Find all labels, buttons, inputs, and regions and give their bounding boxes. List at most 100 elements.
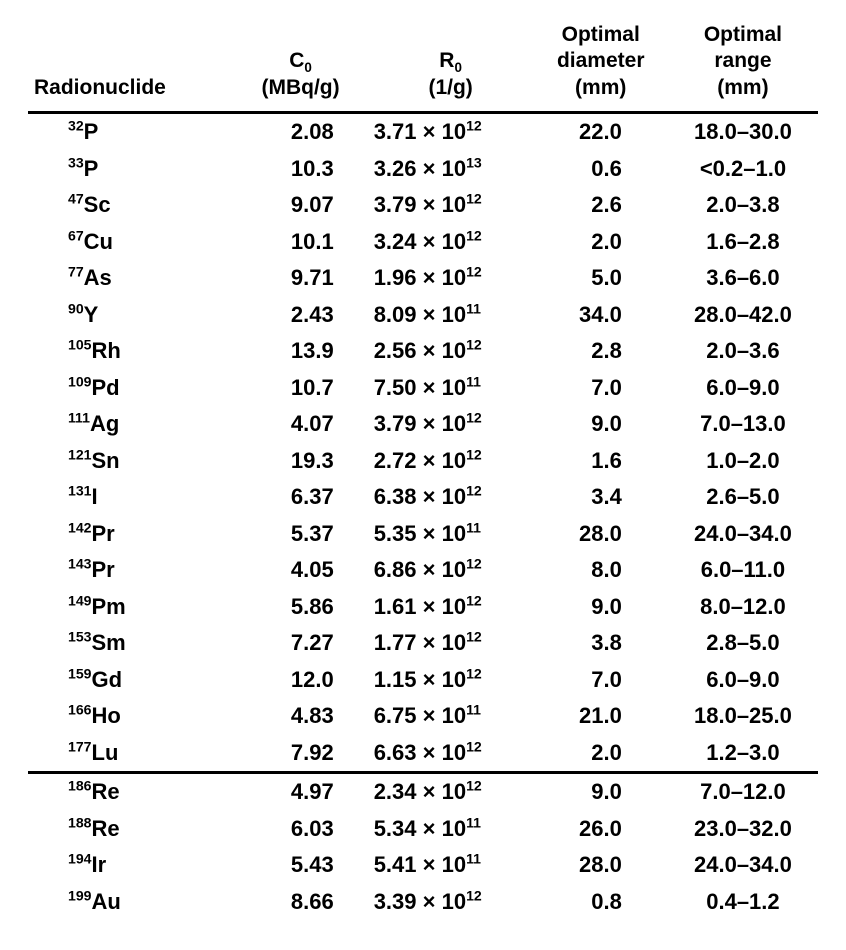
- table-body: 32P2.083.71 × 101222.018.0–30.033P10.33.…: [28, 114, 818, 920]
- cell-nuclide: 143Pr: [28, 552, 233, 589]
- cell-r0: 7.50 × 1011: [368, 369, 534, 406]
- cell-r0: 6.63 × 1012: [368, 734, 534, 772]
- cell-range: 1.2–3.0: [668, 734, 818, 772]
- radionuclide-table: RadionuclideC0(MBq/g)R0(1/g)Optimaldiame…: [28, 18, 818, 920]
- cell-r0: 2.56 × 1012: [368, 333, 534, 370]
- cell-c0: 4.07: [233, 406, 367, 443]
- cell-diameter: 2.6: [534, 187, 668, 224]
- col-header-nuclide: Radionuclide: [28, 18, 233, 111]
- cell-nuclide: 142Pr: [28, 515, 233, 552]
- cell-range: 2.0–3.6: [668, 333, 818, 370]
- cell-nuclide: 32P: [28, 114, 233, 151]
- cell-c0: 2.08: [233, 114, 367, 151]
- cell-range: 28.0–42.0: [668, 296, 818, 333]
- cell-diameter: 26.0: [534, 810, 668, 847]
- cell-c0: 4.97: [233, 772, 367, 810]
- cell-r0: 5.35 × 1011: [368, 515, 534, 552]
- cell-nuclide: 111Ag: [28, 406, 233, 443]
- cell-nuclide: 159Gd: [28, 661, 233, 698]
- cell-c0: 6.37: [233, 479, 367, 516]
- cell-nuclide: 33P: [28, 150, 233, 187]
- cell-diameter: 28.0: [534, 847, 668, 884]
- cell-r0: 1.96 × 1012: [368, 260, 534, 297]
- cell-r0: 5.34 × 1011: [368, 810, 534, 847]
- table-header: RadionuclideC0(MBq/g)R0(1/g)Optimaldiame…: [28, 18, 818, 114]
- cell-diameter: 2.0: [534, 734, 668, 772]
- cell-nuclide: 109Pd: [28, 369, 233, 406]
- cell-range: 24.0–34.0: [668, 515, 818, 552]
- cell-c0: 12.0: [233, 661, 367, 698]
- col-header-range: Optimalrange(mm): [668, 18, 818, 111]
- table-row: 194Ir5.435.41 × 101128.024.0–34.0: [28, 847, 818, 884]
- table-row: 142Pr5.375.35 × 101128.024.0–34.0: [28, 515, 818, 552]
- cell-diameter: 9.0: [534, 588, 668, 625]
- cell-range: 18.0–25.0: [668, 698, 818, 735]
- cell-range: 3.6–6.0: [668, 260, 818, 297]
- table-row: 199Au8.663.39 × 10120.80.4–1.2: [28, 883, 818, 920]
- table-row: 47Sc9.073.79 × 10122.62.0–3.8: [28, 187, 818, 224]
- cell-r0: 3.71 × 1012: [368, 114, 534, 151]
- cell-nuclide: 131I: [28, 479, 233, 516]
- cell-r0: 1.61 × 1012: [368, 588, 534, 625]
- cell-r0: 6.86 × 1012: [368, 552, 534, 589]
- cell-c0: 4.05: [233, 552, 367, 589]
- cell-c0: 10.7: [233, 369, 367, 406]
- cell-range: 6.0–11.0: [668, 552, 818, 589]
- cell-c0: 10.1: [233, 223, 367, 260]
- table-row: 105Rh13.92.56 × 10122.82.0–3.6: [28, 333, 818, 370]
- cell-nuclide: 77As: [28, 260, 233, 297]
- cell-r0: 8.09 × 1011: [368, 296, 534, 333]
- cell-r0: 3.79 × 1012: [368, 187, 534, 224]
- cell-range: 24.0–34.0: [668, 847, 818, 884]
- cell-diameter: 9.0: [534, 406, 668, 443]
- cell-nuclide: 194Ir: [28, 847, 233, 884]
- cell-nuclide: 188Re: [28, 810, 233, 847]
- cell-diameter: 21.0: [534, 698, 668, 735]
- table-row: 121Sn19.32.72 × 10121.61.0–2.0: [28, 442, 818, 479]
- table-container: RadionuclideC0(MBq/g)R0(1/g)Optimaldiame…: [0, 0, 846, 950]
- cell-range: 6.0–9.0: [668, 369, 818, 406]
- cell-diameter: 34.0: [534, 296, 668, 333]
- cell-range: 8.0–12.0: [668, 588, 818, 625]
- col-header-c0: C0(MBq/g): [233, 18, 367, 111]
- table-row: 131I6.376.38 × 10123.42.6–5.0: [28, 479, 818, 516]
- cell-c0: 9.71: [233, 260, 367, 297]
- table-row: 111Ag4.073.79 × 10129.07.0–13.0: [28, 406, 818, 443]
- table-row: 166Ho4.836.75 × 101121.018.0–25.0: [28, 698, 818, 735]
- table-row: 77As9.711.96 × 10125.03.6–6.0: [28, 260, 818, 297]
- cell-range: 2.0–3.8: [668, 187, 818, 224]
- table-row: 32P2.083.71 × 101222.018.0–30.0: [28, 114, 818, 151]
- cell-c0: 19.3: [233, 442, 367, 479]
- cell-diameter: 7.0: [534, 369, 668, 406]
- cell-range: 1.0–2.0: [668, 442, 818, 479]
- cell-range: 0.4–1.2: [668, 883, 818, 920]
- cell-nuclide: 90Y: [28, 296, 233, 333]
- table-row: 90Y2.438.09 × 101134.028.0–42.0: [28, 296, 818, 333]
- cell-diameter: 7.0: [534, 661, 668, 698]
- cell-r0: 6.38 × 1012: [368, 479, 534, 516]
- cell-nuclide: 199Au: [28, 883, 233, 920]
- cell-diameter: 0.6: [534, 150, 668, 187]
- col-header-r0: R0(1/g): [368, 18, 534, 111]
- cell-nuclide: 105Rh: [28, 333, 233, 370]
- cell-c0: 9.07: [233, 187, 367, 224]
- cell-nuclide: 186Re: [28, 772, 233, 810]
- cell-range: 6.0–9.0: [668, 661, 818, 698]
- cell-range: 1.6–2.8: [668, 223, 818, 260]
- cell-r0: 3.79 × 1012: [368, 406, 534, 443]
- cell-range: 7.0–12.0: [668, 772, 818, 810]
- cell-r0: 1.15 × 1012: [368, 661, 534, 698]
- cell-nuclide: 47Sc: [28, 187, 233, 224]
- cell-diameter: 1.6: [534, 442, 668, 479]
- cell-r0: 3.24 × 1012: [368, 223, 534, 260]
- cell-range: 7.0–13.0: [668, 406, 818, 443]
- col-header-diameter: Optimaldiameter(mm): [534, 18, 668, 111]
- cell-r0: 2.34 × 1012: [368, 772, 534, 810]
- cell-range: 2.8–5.0: [668, 625, 818, 662]
- table-row: 33P10.33.26 × 10130.6<0.2–1.0: [28, 150, 818, 187]
- table-row: 109Pd10.77.50 × 10117.06.0–9.0: [28, 369, 818, 406]
- cell-diameter: 22.0: [534, 114, 668, 151]
- table-row: 153Sm7.271.77 × 10123.82.8–5.0: [28, 625, 818, 662]
- cell-range: 23.0–32.0: [668, 810, 818, 847]
- table-row: 177Lu7.926.63 × 10122.01.2–3.0: [28, 734, 818, 772]
